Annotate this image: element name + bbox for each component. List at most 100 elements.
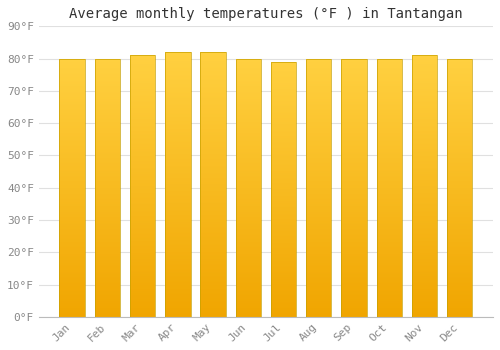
Bar bbox=[412, 275, 437, 276]
Bar bbox=[412, 274, 437, 275]
Bar bbox=[94, 122, 120, 123]
Bar bbox=[165, 289, 190, 290]
Bar bbox=[130, 292, 156, 293]
Bar bbox=[306, 220, 332, 221]
Bar bbox=[412, 182, 437, 183]
Bar bbox=[447, 168, 472, 170]
Bar bbox=[306, 126, 332, 127]
Bar bbox=[306, 245, 332, 246]
Bar bbox=[200, 167, 226, 169]
Bar bbox=[200, 286, 226, 288]
Bar bbox=[447, 113, 472, 114]
Bar bbox=[130, 284, 156, 286]
Bar bbox=[60, 303, 85, 304]
Bar bbox=[306, 184, 332, 185]
Bar bbox=[447, 243, 472, 245]
Bar bbox=[236, 239, 261, 240]
Bar bbox=[447, 155, 472, 157]
Bar bbox=[447, 268, 472, 269]
Bar bbox=[342, 314, 366, 315]
Bar bbox=[376, 221, 402, 223]
Bar bbox=[306, 132, 332, 133]
Bar bbox=[165, 104, 190, 105]
Bar bbox=[94, 152, 120, 153]
Bar bbox=[271, 310, 296, 312]
Bar bbox=[342, 126, 366, 127]
Bar bbox=[200, 127, 226, 129]
Bar bbox=[130, 72, 156, 74]
Bar bbox=[60, 114, 85, 116]
Bar bbox=[447, 162, 472, 163]
Bar bbox=[342, 64, 366, 65]
Bar bbox=[271, 267, 296, 268]
Bar bbox=[271, 189, 296, 190]
Bar bbox=[306, 135, 332, 136]
Bar bbox=[447, 307, 472, 308]
Bar bbox=[342, 119, 366, 120]
Bar bbox=[200, 176, 226, 178]
Bar bbox=[412, 88, 437, 89]
Bar bbox=[342, 207, 366, 208]
Bar bbox=[447, 141, 472, 142]
Bar bbox=[306, 119, 332, 120]
Bar bbox=[376, 93, 402, 95]
Bar bbox=[271, 247, 296, 248]
Bar bbox=[200, 78, 226, 80]
Bar bbox=[94, 126, 120, 127]
Bar bbox=[376, 154, 402, 155]
Bar bbox=[447, 64, 472, 65]
Bar bbox=[200, 80, 226, 81]
Bar bbox=[306, 250, 332, 251]
Bar bbox=[200, 309, 226, 310]
Bar bbox=[447, 281, 472, 282]
Bar bbox=[60, 221, 85, 223]
Bar bbox=[271, 290, 296, 291]
Bar bbox=[236, 259, 261, 260]
Bar bbox=[306, 253, 332, 255]
Bar bbox=[236, 264, 261, 265]
Bar bbox=[271, 138, 296, 140]
Bar bbox=[94, 278, 120, 279]
Bar bbox=[271, 159, 296, 160]
Bar bbox=[200, 301, 226, 302]
Bar bbox=[200, 256, 226, 257]
Bar bbox=[306, 304, 332, 305]
Bar bbox=[130, 119, 156, 121]
Bar bbox=[165, 230, 190, 231]
Bar bbox=[342, 272, 366, 273]
Bar bbox=[200, 212, 226, 214]
Bar bbox=[306, 307, 332, 308]
Bar bbox=[271, 119, 296, 120]
Bar bbox=[447, 167, 472, 168]
Bar bbox=[94, 198, 120, 199]
Bar bbox=[130, 289, 156, 290]
Bar bbox=[165, 187, 190, 188]
Bar bbox=[412, 272, 437, 274]
Bar bbox=[306, 281, 332, 282]
Bar bbox=[412, 85, 437, 87]
Bar bbox=[130, 266, 156, 267]
Bar bbox=[60, 155, 85, 157]
Bar bbox=[306, 101, 332, 103]
Bar bbox=[94, 148, 120, 149]
Bar bbox=[306, 296, 332, 297]
Bar bbox=[412, 309, 437, 310]
Bar bbox=[271, 158, 296, 159]
Bar bbox=[376, 167, 402, 168]
Bar bbox=[271, 308, 296, 309]
Bar bbox=[236, 112, 261, 113]
Bar bbox=[165, 100, 190, 101]
Bar bbox=[130, 207, 156, 208]
Bar bbox=[236, 131, 261, 132]
Bar bbox=[342, 74, 366, 75]
Bar bbox=[412, 194, 437, 195]
Bar bbox=[306, 206, 332, 207]
Bar bbox=[200, 117, 226, 118]
Bar bbox=[94, 100, 120, 101]
Bar bbox=[236, 219, 261, 220]
Bar bbox=[342, 274, 366, 275]
Bar bbox=[271, 132, 296, 133]
Bar bbox=[60, 217, 85, 219]
Bar bbox=[376, 245, 402, 246]
Bar bbox=[342, 281, 366, 282]
